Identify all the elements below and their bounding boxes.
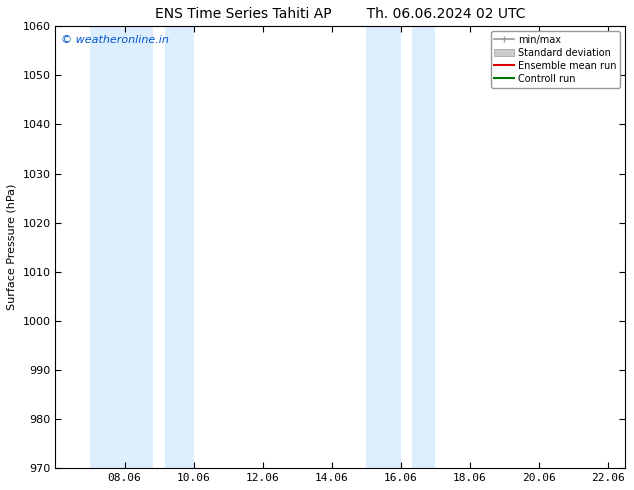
Bar: [412, 26, 435, 468]
Bar: [165, 26, 193, 468]
Text: © weatheronline.in: © weatheronline.in: [61, 35, 169, 45]
Legend: min/max, Standard deviation, Ensemble mean run, Controll run: min/max, Standard deviation, Ensemble me…: [491, 31, 620, 88]
Bar: [90, 26, 153, 468]
Bar: [366, 26, 401, 468]
Title: ENS Time Series Tahiti AP        Th. 06.06.2024 02 UTC: ENS Time Series Tahiti AP Th. 06.06.2024…: [155, 7, 526, 21]
Y-axis label: Surface Pressure (hPa): Surface Pressure (hPa): [7, 184, 17, 311]
